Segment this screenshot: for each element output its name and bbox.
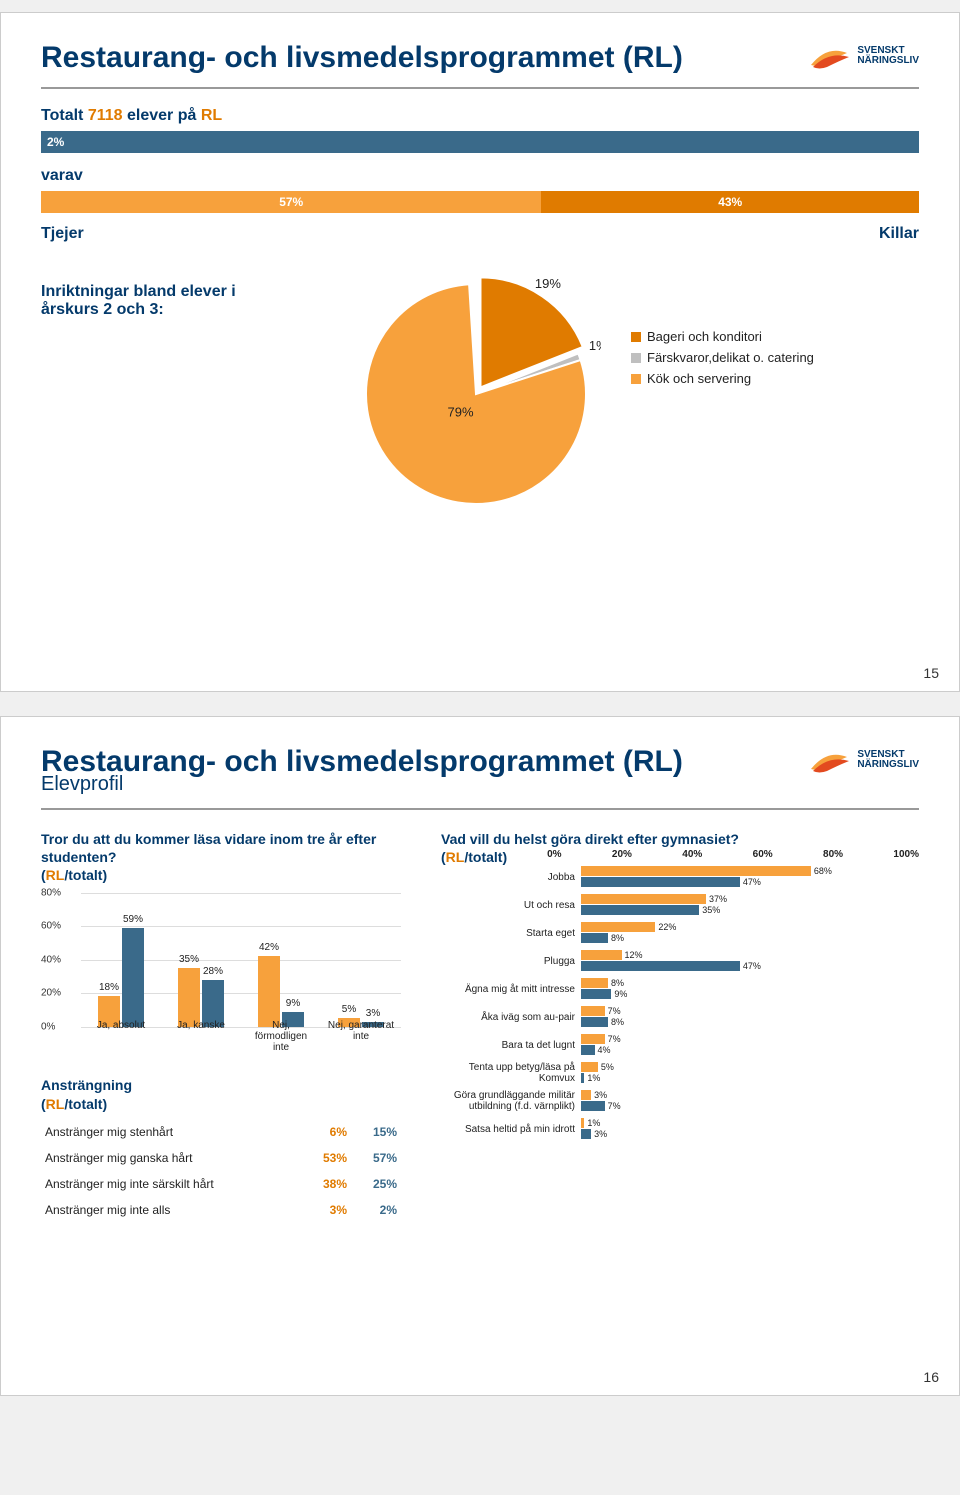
killar-label: Killar (879, 225, 919, 243)
slide-2: Restaurang- och livsmedelsprogrammet (RL… (0, 716, 960, 1396)
grouped-bar-chart: 0%20%40%60%80%18%59%35%28%42%9%5%3%Ja, a… (41, 893, 401, 1053)
pie-legend: Bageri och konditoriFärskvaror,delikat o… (631, 329, 814, 519)
page-number: 15 (923, 665, 939, 681)
svg-text:79%: 79% (448, 405, 474, 420)
logo: SVENSKTNÄRINGSLIV (807, 41, 919, 71)
slide-title: Restaurang- och livsmedelsprogrammet (RL… (41, 745, 683, 779)
gender-right: 43% (541, 191, 919, 213)
q1-text: Tror du att du kommer läsa vidare inom t… (41, 830, 401, 866)
effort-sub: (RL/totalt) (41, 1095, 401, 1113)
slide-1: Restaurang- och livsmedelsprogrammet (RL… (0, 12, 960, 692)
gender-bar: 57% 43% (41, 191, 919, 213)
percent-bar: 2% (41, 131, 919, 153)
total-label: Totalt 7118 elever på RL (41, 107, 919, 125)
percent-bar-label: 2% (47, 135, 64, 149)
svg-text:1%: 1% (589, 338, 601, 353)
gender-left: 57% (41, 191, 541, 213)
logo-text-2: NÄRINGSLIV (857, 56, 919, 66)
logo-icon (807, 745, 851, 775)
svg-text:19%: 19% (535, 276, 561, 291)
pie-chart: 19% 1% 79% (351, 269, 601, 519)
slide-title: Restaurang- och livsmedelsprogrammet (RL… (41, 41, 683, 75)
effort-table: Ansträngning (RL/totalt) Anstränger mig … (41, 1077, 401, 1223)
logo: SVENSKTNÄRINGSLIV (807, 745, 919, 775)
horizontal-bar-chart: Jobba68%47%Ut och resa37%35%Starta eget2… (441, 866, 919, 1140)
varav-label: varav (41, 167, 919, 185)
slide-header: Restaurang- och livsmedelsprogrammet (RL… (41, 41, 919, 89)
page-number: 16 (923, 1369, 939, 1385)
effort-title: Ansträngning (41, 1077, 401, 1093)
tjejer-label: Tjejer (41, 225, 84, 243)
pie-title: Inriktningar bland elever i årskurs 2 oc… (41, 283, 241, 319)
q2-sub: (RL/totalt) 0%20%40%60%80%100% (441, 848, 919, 866)
q2-text: Vad vill du helst göra direkt efter gymn… (441, 830, 919, 848)
q1-sub: (RL/totalt) (41, 866, 401, 884)
slide-header: Restaurang- och livsmedelsprogrammet (RL… (41, 745, 919, 810)
logo-icon (807, 41, 851, 71)
